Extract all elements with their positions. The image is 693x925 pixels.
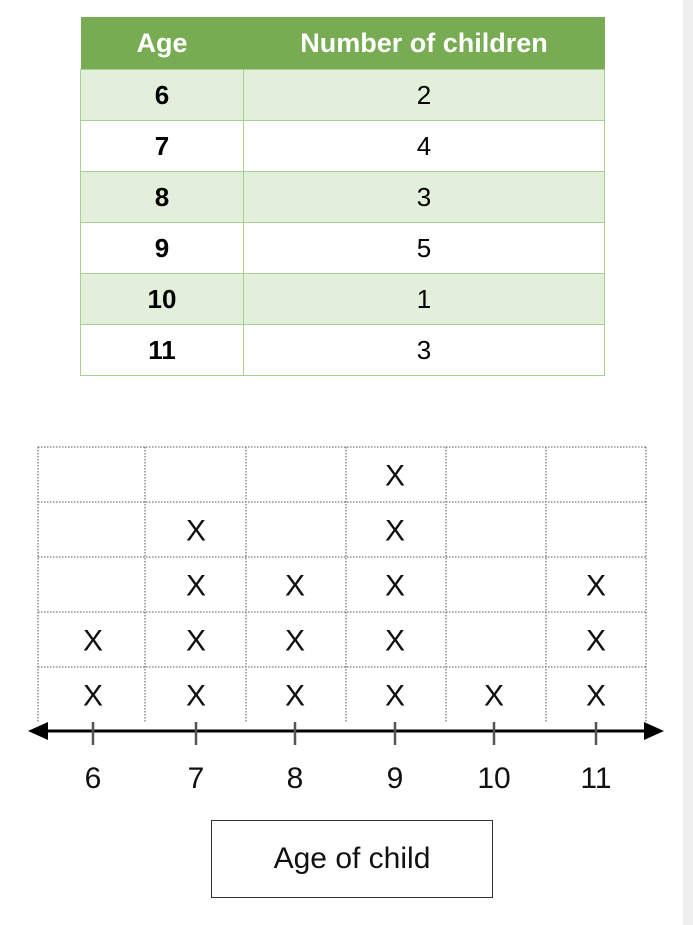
count-cell: 1 [243, 273, 605, 325]
x-marker: X [285, 680, 305, 713]
tick-label: 10 [477, 762, 510, 795]
tick-label: 8 [287, 762, 304, 795]
x-marker: X [83, 680, 103, 713]
age-cell: 8 [80, 171, 244, 223]
tick-label: 9 [387, 762, 404, 795]
x-axis-label: Age of child [211, 820, 493, 898]
age-cell: 7 [80, 120, 244, 172]
tick-label: 7 [188, 762, 205, 795]
count-cell: 5 [243, 222, 605, 274]
age-cell: 10 [80, 273, 244, 325]
count-cell: 3 [243, 324, 605, 376]
table-row: 10 1 [80, 273, 605, 325]
header-count: Number of children [243, 17, 605, 70]
scrollbar[interactable] [683, 0, 693, 925]
x-marker: X [586, 625, 606, 658]
x-marker: X [385, 680, 405, 713]
x-marker: X [285, 570, 305, 603]
count-cell: 2 [243, 69, 605, 121]
x-marker: X [385, 570, 405, 603]
x-marker: X [186, 625, 206, 658]
x-marker: X [186, 570, 206, 603]
age-cell: 11 [80, 324, 244, 376]
x-marker: X [285, 625, 305, 658]
count-cell: 4 [243, 120, 605, 172]
x-marker: X [83, 625, 103, 658]
table-row: 11 3 [80, 324, 605, 376]
data-table: Age Number of children 6 2 7 4 8 3 9 5 10 1 11 3 [80, 17, 605, 376]
x-marker: X [385, 625, 405, 658]
count-cell: 3 [243, 171, 605, 223]
age-cell: 6 [80, 69, 244, 121]
left-arrow [28, 722, 48, 740]
header-age: Age [80, 17, 244, 70]
right-arrow [644, 722, 664, 740]
tick-label: 11 [580, 762, 611, 795]
x-marker: X [586, 570, 606, 603]
x-marker: X [484, 680, 504, 713]
x-marker: X [586, 680, 606, 713]
x-marker: X [385, 460, 405, 493]
tick-label: 6 [85, 762, 102, 795]
x-marker: X [186, 680, 206, 713]
x-marker: X [385, 515, 405, 548]
x-marker: X [186, 515, 206, 548]
